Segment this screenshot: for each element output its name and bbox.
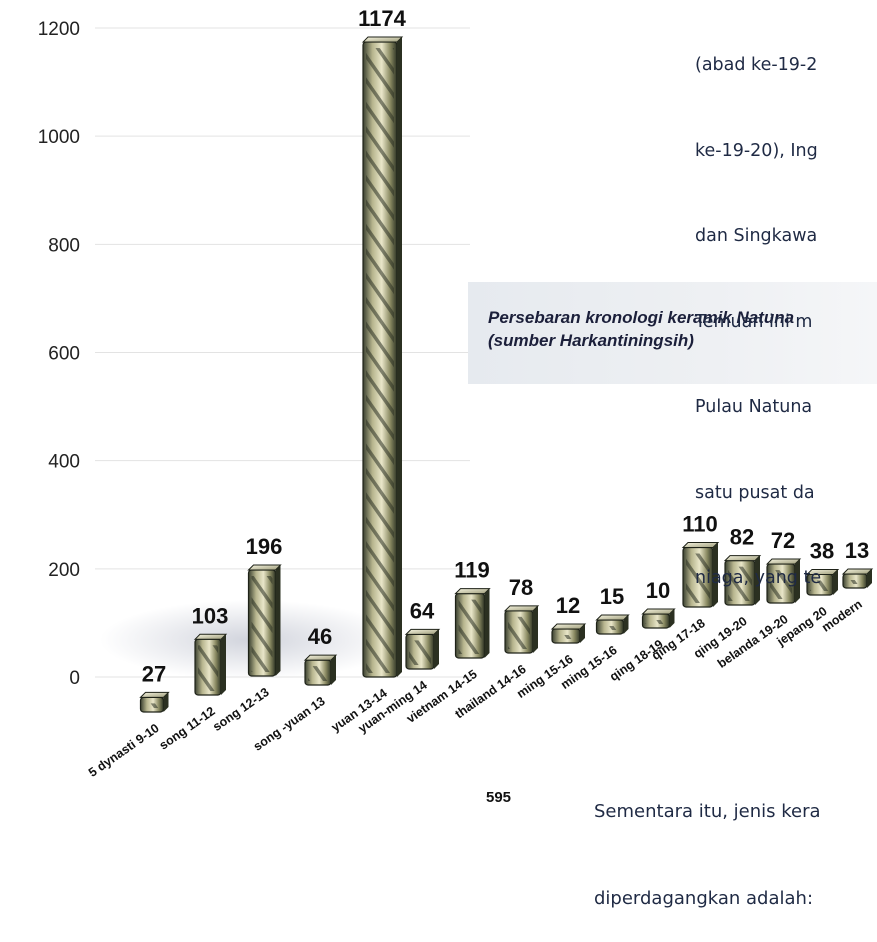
footer-line: diperdagangkan adalah: bbox=[594, 888, 814, 909]
value-label: 196 bbox=[246, 534, 283, 559]
value-label: 78 bbox=[509, 575, 533, 600]
bar bbox=[641, 608, 676, 629]
body-line: ke-19-20), Ing bbox=[695, 140, 818, 161]
bar bbox=[765, 558, 802, 604]
value-label: 10 bbox=[646, 578, 670, 603]
body-line: satu pusat da bbox=[695, 482, 815, 503]
footer-text: Sementara itu, jenis kera diperdagangkan… bbox=[594, 739, 821, 942]
bar bbox=[361, 36, 404, 678]
body-line: (abad ke-19-2 bbox=[695, 55, 818, 75]
y-axis-ticks: 0 200 400 600 800 1000 1200 bbox=[38, 19, 80, 689]
value-label: 38 bbox=[810, 538, 834, 563]
value-label: 1174 bbox=[358, 6, 406, 31]
body-text: (abad ke-19-2 ke-19-20), Ing dan Singkaw… bbox=[695, 0, 821, 621]
footer-line: Sementara itu, jenis kera bbox=[594, 801, 821, 822]
bar bbox=[193, 633, 228, 696]
caption-line-1: Persebaran kronologi keramik Natuna bbox=[488, 308, 795, 327]
y-tick-label: 1000 bbox=[38, 127, 80, 148]
bars bbox=[139, 36, 874, 713]
value-label: 82 bbox=[730, 525, 754, 550]
category-label: song 11-12 bbox=[157, 704, 218, 753]
y-tick-label: 200 bbox=[48, 560, 80, 581]
value-label: 15 bbox=[600, 584, 624, 609]
value-label: 110 bbox=[682, 512, 718, 537]
bar bbox=[247, 564, 282, 677]
value-label: 27 bbox=[142, 661, 166, 686]
bar bbox=[805, 568, 840, 596]
bar bbox=[550, 623, 587, 644]
chart-caption: Persebaran kronologi keramik Natuna (sum… bbox=[488, 306, 794, 352]
value-label: 12 bbox=[556, 593, 580, 618]
value-label: 13 bbox=[845, 538, 869, 563]
bar bbox=[841, 568, 874, 589]
bar bbox=[404, 628, 441, 670]
bar bbox=[303, 654, 338, 686]
caption-line-2: (sumber Harkantiningsih) bbox=[488, 331, 694, 350]
value-label: 103 bbox=[192, 603, 229, 628]
bar bbox=[454, 588, 491, 659]
bar bbox=[503, 605, 540, 654]
gridlines bbox=[95, 27, 470, 678]
y-tick-label: 0 bbox=[69, 668, 80, 689]
body-line: dan Singkawa bbox=[695, 226, 818, 246]
y-tick-label: 1200 bbox=[38, 19, 80, 40]
category-label: 5 dynasti 9-10 bbox=[86, 721, 162, 780]
value-label: 46 bbox=[308, 624, 332, 649]
y-tick-label: 400 bbox=[48, 452, 80, 473]
bar bbox=[681, 542, 720, 608]
bar bbox=[595, 614, 630, 635]
bar bbox=[723, 555, 762, 606]
caption-box bbox=[468, 282, 877, 384]
y-tick-label: 800 bbox=[48, 235, 80, 256]
y-tick-label: 600 bbox=[48, 344, 80, 365]
bar bbox=[139, 691, 170, 713]
body-line: Pulau Natuna bbox=[695, 397, 813, 417]
value-labels: 27 103 196 46 1174 64 119 78 12 15 10 110 82 72 38 13 bbox=[142, 6, 869, 686]
value-label: 119 bbox=[454, 558, 490, 583]
value-label: 64 bbox=[410, 598, 435, 623]
page-number: 595 bbox=[486, 789, 512, 806]
value-label: 72 bbox=[771, 528, 795, 553]
body-line: Temuan ini m bbox=[695, 311, 813, 332]
chart: 0 200 400 600 800 1000 1200 27 103 196 46 1174 64 11… bbox=[38, 6, 874, 780]
body-line: niaga, yang te bbox=[695, 568, 822, 588]
